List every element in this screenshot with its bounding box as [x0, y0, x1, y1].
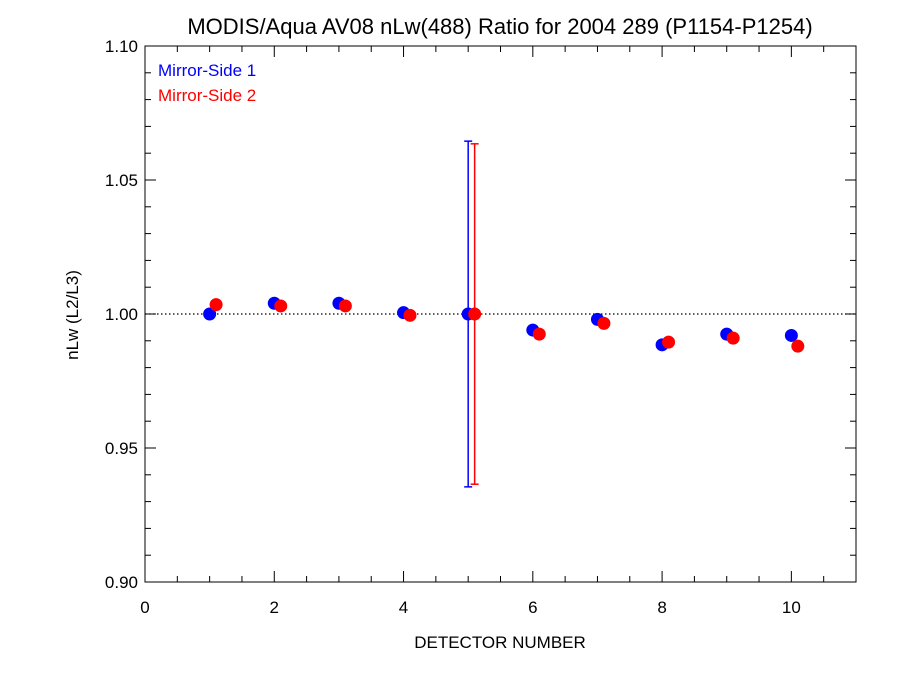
data-point-series-1	[203, 307, 217, 321]
data-point-series-2	[791, 339, 805, 353]
x-tick-label: 2	[270, 598, 279, 617]
x-tick-label: 10	[782, 598, 801, 617]
data-point-series-2	[274, 299, 288, 313]
data-point-series-2	[209, 298, 223, 312]
data-point-series-2	[597, 316, 611, 330]
legend: Mirror-Side 1 Mirror-Side 2	[158, 61, 256, 105]
x-axis-label: DETECTOR NUMBER	[414, 633, 586, 652]
x-tick-label: 8	[657, 598, 666, 617]
y-tick-label: 1.10	[105, 37, 138, 56]
y-axis-label: nLw (L2/L3)	[63, 270, 82, 360]
x-tick-label: 6	[528, 598, 537, 617]
legend-item-series-2: Mirror-Side 2	[158, 86, 256, 105]
data-point-series-2	[403, 308, 417, 322]
data-point-series-2	[468, 307, 482, 321]
x-tick-label: 4	[399, 598, 408, 617]
data-point-series-2	[338, 299, 352, 313]
y-tick-label: 0.90	[105, 573, 138, 592]
legend-item-series-1: Mirror-Side 1	[158, 61, 256, 80]
plot-area	[145, 140, 856, 488]
plot-axes: 0 2 4 6 8 10 0.90 0.95 1.00 1.05 1.10	[105, 37, 857, 617]
y-tick-label: 1.00	[105, 305, 138, 324]
data-point-series-2	[662, 335, 676, 349]
y-tick-label: 1.05	[105, 171, 138, 190]
data-point-series-1	[784, 328, 798, 342]
chart-title: MODIS/Aqua AV08 nLw(488) Ratio for 2004 …	[187, 14, 812, 39]
data-point-series-2	[532, 327, 546, 341]
data-point-series-2	[726, 331, 740, 345]
x-tick-label: 0	[140, 598, 149, 617]
y-tick-label: 0.95	[105, 439, 138, 458]
